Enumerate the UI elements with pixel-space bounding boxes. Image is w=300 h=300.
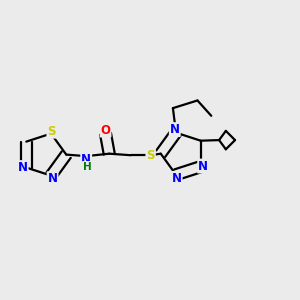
- Text: O: O: [100, 124, 110, 136]
- Text: N: N: [170, 123, 180, 136]
- Text: N: N: [172, 172, 182, 185]
- Text: N: N: [198, 160, 208, 172]
- Text: N: N: [18, 161, 28, 174]
- Text: N: N: [81, 153, 91, 166]
- Text: H: H: [83, 162, 92, 172]
- Text: N: N: [47, 172, 58, 185]
- Text: S: S: [47, 124, 56, 138]
- Text: S: S: [146, 149, 155, 162]
